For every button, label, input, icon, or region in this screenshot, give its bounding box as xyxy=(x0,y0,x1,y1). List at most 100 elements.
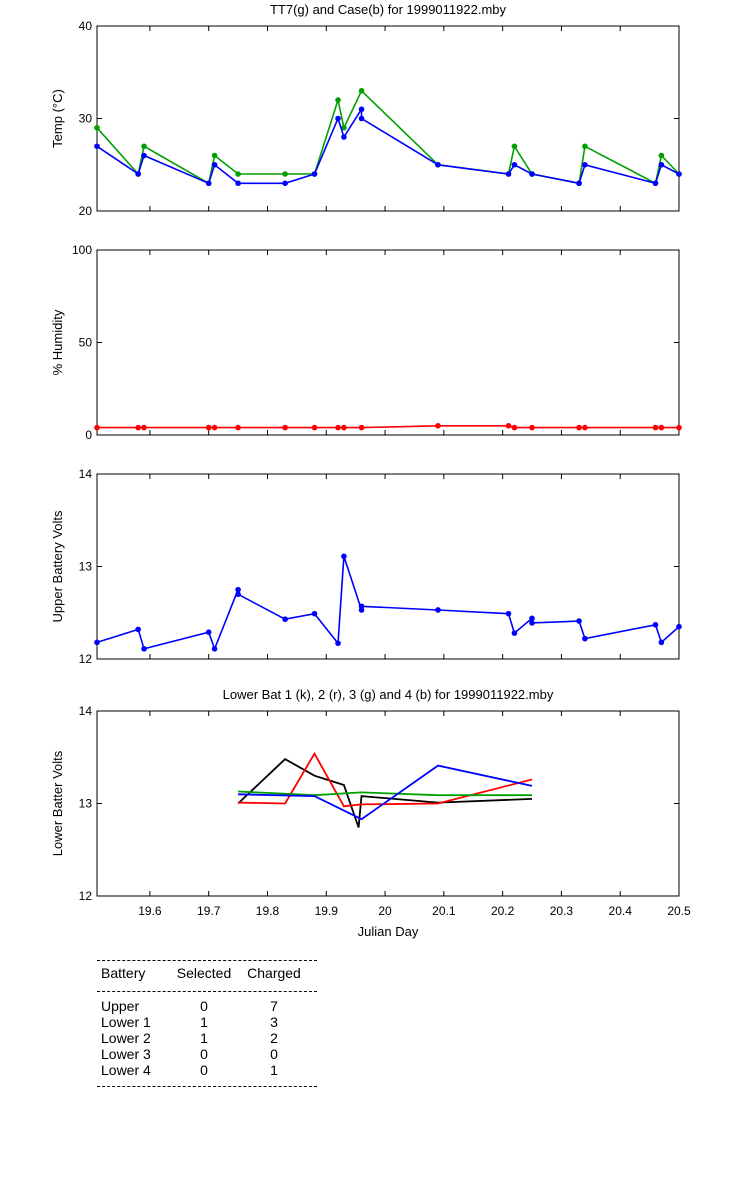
battery-table: Battery Selected Charged Upper 0 7 Lower… xyxy=(97,960,317,1087)
data-point xyxy=(582,424,588,431)
data-point xyxy=(658,639,665,646)
data-point xyxy=(135,424,141,431)
table-header-row: Battery Selected Charged xyxy=(97,965,317,981)
data-point xyxy=(211,424,218,431)
row-battery: Lower 4 xyxy=(101,1062,151,1078)
data-point xyxy=(141,143,147,150)
chart-title: Lower Bat 1 (k), 2 (r), 3 (g) and 4 (b) … xyxy=(223,687,554,702)
data-point xyxy=(582,143,588,150)
table-bottom-divider xyxy=(97,1086,317,1087)
row-selected: 0 xyxy=(200,1046,208,1062)
row-charged: 7 xyxy=(270,998,278,1014)
header-battery: Battery xyxy=(101,965,146,981)
data-point xyxy=(211,161,218,168)
x-tick-label: 19.9 xyxy=(315,904,339,918)
data-point xyxy=(282,424,288,431)
table-top-divider xyxy=(97,960,317,961)
x-tick-label: 19.7 xyxy=(197,904,221,918)
data-point xyxy=(576,618,582,624)
y-tick-label: 12 xyxy=(79,889,93,903)
data-point xyxy=(94,124,100,131)
data-point xyxy=(576,180,582,187)
y-tick-label: 20 xyxy=(79,204,93,218)
x-axis-label: Julian Day xyxy=(358,924,419,939)
data-point xyxy=(511,161,518,168)
table-row: Lower 2 1 2 xyxy=(97,1030,317,1046)
data-point xyxy=(652,424,659,431)
data-point xyxy=(141,424,147,431)
y-axis-label: % Humidity xyxy=(50,309,65,375)
table-row: Lower 3 0 0 xyxy=(97,1046,317,1062)
series-line xyxy=(238,751,533,808)
x-tick-label: 20.2 xyxy=(491,904,515,918)
data-point xyxy=(335,97,341,103)
series-line xyxy=(96,89,680,185)
data-point xyxy=(358,424,365,431)
row-selected: 0 xyxy=(200,998,208,1014)
data-point xyxy=(511,630,518,636)
data-point xyxy=(235,424,241,431)
data-point xyxy=(505,610,512,617)
table-row: Upper 0 7 xyxy=(97,998,317,1014)
x-tick-label: 19.6 xyxy=(138,904,162,918)
data-point xyxy=(358,106,365,113)
data-point xyxy=(529,615,535,622)
y-tick-label: 14 xyxy=(79,704,93,718)
data-point xyxy=(335,115,341,122)
data-point xyxy=(205,180,212,187)
y-tick-label: 14 xyxy=(79,467,93,481)
data-point xyxy=(676,623,682,630)
data-point xyxy=(94,424,100,431)
data-point xyxy=(582,161,588,168)
data-point xyxy=(576,424,582,431)
data-point xyxy=(311,610,318,617)
data-point xyxy=(205,629,212,635)
data-point xyxy=(235,180,241,187)
data-point xyxy=(511,143,518,150)
data-point xyxy=(311,171,318,177)
data-point xyxy=(676,171,682,177)
data-point xyxy=(341,134,347,140)
data-point xyxy=(205,424,212,431)
data-point xyxy=(135,171,141,177)
data-point xyxy=(505,171,512,177)
data-point xyxy=(652,621,659,628)
x-tick-label: 20 xyxy=(378,904,392,918)
row-battery: Lower 1 xyxy=(101,1014,151,1030)
x-tick-label: 20.1 xyxy=(432,904,456,918)
y-tick-label: 13 xyxy=(79,797,93,811)
row-charged: 3 xyxy=(270,1014,278,1030)
row-selected: 1 xyxy=(200,1030,208,1046)
x-tick-label: 20.4 xyxy=(609,904,633,918)
data-point xyxy=(282,180,288,187)
row-battery: Lower 3 xyxy=(101,1046,151,1062)
data-point xyxy=(141,152,147,159)
header-selected: Selected xyxy=(176,965,232,981)
data-point xyxy=(435,607,441,613)
table-row: Lower 1 1 3 xyxy=(97,1014,317,1030)
data-point xyxy=(141,646,147,652)
data-point xyxy=(658,152,665,159)
y-tick-label: 30 xyxy=(79,112,93,126)
data-point xyxy=(235,171,241,177)
x-tick-label: 19.8 xyxy=(256,904,280,918)
data-point xyxy=(235,586,241,593)
data-point xyxy=(211,646,218,652)
data-point xyxy=(335,640,341,647)
data-point xyxy=(358,87,365,94)
data-point xyxy=(94,143,100,150)
x-tick-label: 20.3 xyxy=(550,904,574,918)
header-charged: Charged xyxy=(247,965,301,981)
data-point xyxy=(435,422,441,429)
y-axis-label: Lower Batter Volts xyxy=(50,750,65,856)
series-line xyxy=(96,556,680,652)
data-point xyxy=(529,620,535,626)
y-tick-label: 13 xyxy=(79,560,93,574)
row-charged: 0 xyxy=(270,1046,278,1062)
row-battery: Lower 2 xyxy=(101,1030,151,1046)
table-row: Lower 4 0 1 xyxy=(97,1062,317,1078)
data-point xyxy=(311,424,318,431)
y-axis-label: Temp (°C) xyxy=(50,89,65,148)
plot-frame xyxy=(96,25,680,212)
data-point xyxy=(282,616,288,623)
